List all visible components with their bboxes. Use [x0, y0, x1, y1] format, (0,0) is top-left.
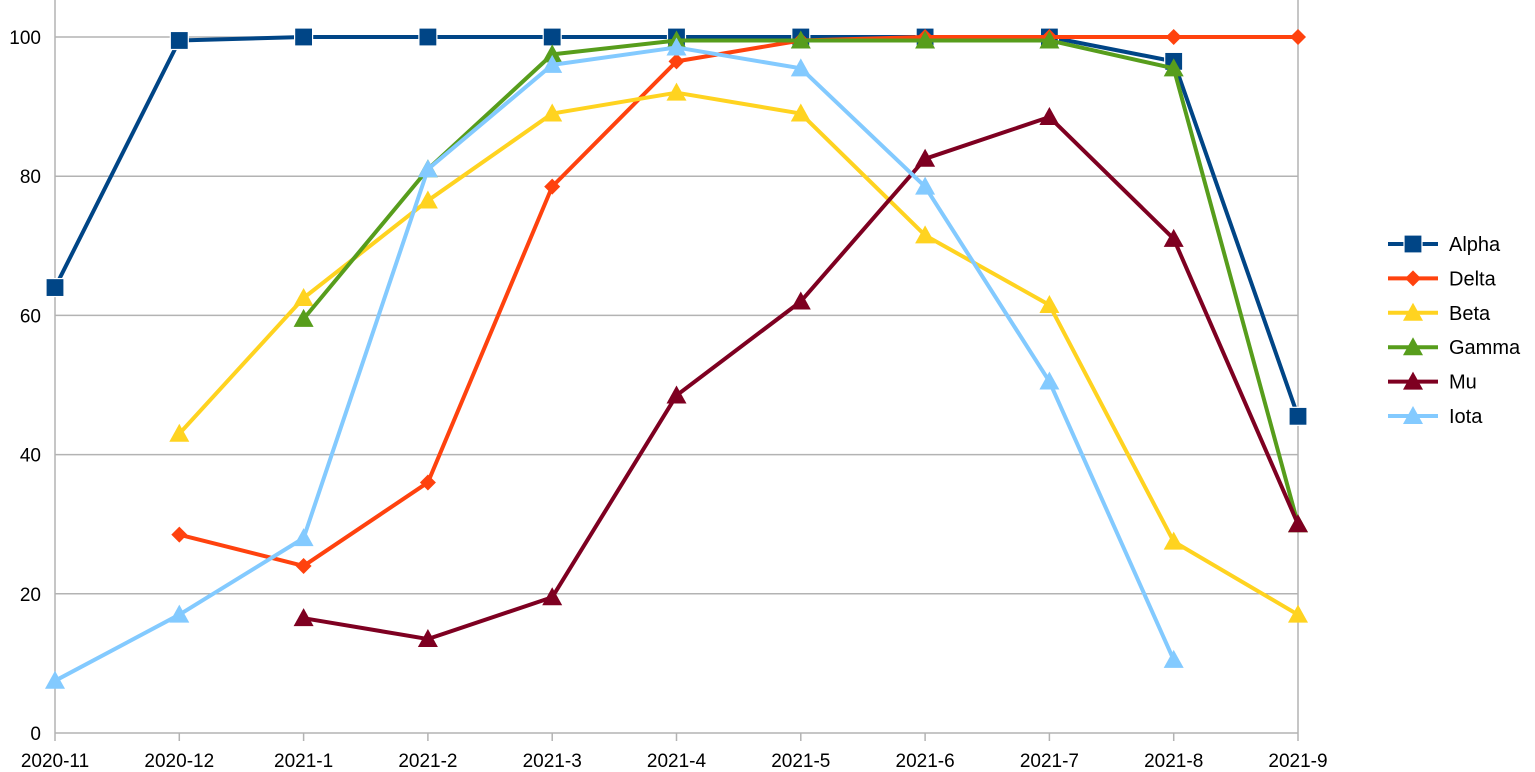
- data-point-beta: [542, 103, 563, 122]
- data-point-mu: [293, 608, 314, 627]
- data-point-delta: [295, 557, 312, 574]
- series-group: [45, 27, 1308, 689]
- x-tick-label: 2021-5: [771, 751, 830, 772]
- data-point-gamma: [1163, 58, 1184, 77]
- data-point-mu: [417, 629, 438, 648]
- x-tick-label: 2021-3: [523, 751, 582, 772]
- data-point-beta: [1288, 604, 1308, 623]
- legend-swatch-marker: [1403, 234, 1423, 254]
- legend: Alpha Delta Beta Gamma Mu Iota: [1388, 234, 1521, 428]
- data-point-delta: [1165, 29, 1182, 45]
- legend-swatch-marker: [1403, 406, 1423, 424]
- y-tick-label: 60: [20, 306, 41, 327]
- axes: 0 20 40 60 80 100 2020-11 2020-12 2021-1 2021-2 20…: [9, 0, 1328, 772]
- series-iota: [45, 37, 1184, 689]
- data-point-mu: [1288, 514, 1308, 533]
- series-mu: [293, 107, 1308, 648]
- series-line-beta: [177, 90, 1300, 617]
- data-point-alpha: [45, 277, 65, 298]
- legend-item-beta: Beta: [1388, 302, 1491, 325]
- series-gamma: [293, 30, 1308, 533]
- x-tick-label: 2021-7: [1020, 751, 1079, 772]
- legend-label: Mu: [1449, 372, 1477, 394]
- gridlines: [55, 36, 1298, 595]
- data-point-alpha: [169, 30, 189, 51]
- y-tick-label: 100: [9, 28, 41, 49]
- data-point-beta: [1039, 294, 1060, 313]
- legend-label: Iota: [1449, 406, 1483, 428]
- series-line-iota: [54, 45, 1176, 683]
- legend-item-alpha: Alpha: [1388, 234, 1501, 256]
- x-tick-label: 2021-9: [1268, 751, 1327, 772]
- data-point-beta: [293, 288, 314, 306]
- x-tick-label: 2021-2: [398, 751, 457, 772]
- data-point-gamma: [1039, 30, 1060, 49]
- x-tick-label: 2020-12: [144, 751, 214, 772]
- data-point-beta: [169, 423, 190, 442]
- data-point-alpha: [294, 27, 314, 47]
- data-point-mu: [1039, 107, 1060, 126]
- data-point-beta: [915, 225, 936, 244]
- y-tick-label: 80: [20, 167, 41, 188]
- legend-swatch-marker: [1403, 302, 1423, 321]
- data-point-beta: [417, 190, 438, 209]
- legend-swatch-marker: [1403, 371, 1423, 390]
- data-point-iota: [45, 670, 65, 689]
- legend-swatch-marker: [1405, 270, 1421, 287]
- legend-label: Gamma: [1449, 337, 1521, 359]
- x-tick-label: 2021-6: [896, 751, 955, 772]
- data-point-iota: [169, 604, 190, 623]
- data-point-iota: [542, 54, 563, 73]
- data-point-alpha: [542, 27, 562, 47]
- data-point-iota: [293, 528, 314, 547]
- data-point-mu: [1163, 228, 1184, 247]
- data-point-delta: [171, 526, 188, 543]
- data-point-mu: [915, 148, 936, 167]
- data-point-mu: [790, 291, 811, 310]
- series-beta: [169, 82, 1308, 623]
- legend-label: Alpha: [1449, 234, 1501, 256]
- y-tick-label: 20: [20, 585, 41, 606]
- data-point-delta: [1290, 29, 1306, 45]
- legend-item-delta: Delta: [1388, 268, 1497, 290]
- x-tick-label: 2021-8: [1144, 751, 1203, 772]
- data-point-gamma: [790, 30, 811, 49]
- data-point-iota: [1163, 649, 1184, 668]
- data-point-iota: [1039, 371, 1060, 390]
- legend-label: Delta: [1449, 268, 1497, 290]
- legend-item-mu: Mu: [1388, 371, 1477, 394]
- data-point-gamma: [293, 308, 314, 327]
- data-point-iota: [666, 37, 687, 56]
- data-point-beta: [790, 103, 811, 122]
- x-tick-label: 2021-4: [647, 751, 707, 772]
- data-point-iota: [915, 176, 936, 195]
- legend-item-iota: Iota: [1388, 406, 1483, 428]
- legend-label: Beta: [1449, 303, 1491, 325]
- data-point-iota: [790, 58, 811, 77]
- data-point-delta: [668, 53, 685, 70]
- series-delta: [171, 29, 1306, 574]
- y-tick-label: 40: [20, 446, 41, 467]
- legend-item-gamma: Gamma: [1388, 337, 1521, 359]
- data-point-gamma: [542, 44, 563, 63]
- data-point-mu: [542, 587, 563, 606]
- x-tick-label: 2020-11: [21, 751, 89, 772]
- series-line-delta: [178, 35, 1298, 568]
- legend-swatch-marker: [1403, 337, 1423, 356]
- data-point-beta: [666, 82, 687, 101]
- data-point-delta: [419, 474, 436, 491]
- data-point-iota: [417, 159, 438, 178]
- data-point-alpha: [418, 27, 438, 47]
- data-point-mu: [666, 385, 687, 404]
- data-point-delta: [544, 178, 561, 195]
- y-tick-label: 0: [30, 724, 41, 745]
- data-point-beta: [1163, 531, 1184, 550]
- x-tick-label: 2021-1: [274, 751, 333, 772]
- series-line-mu: [303, 115, 1300, 642]
- data-point-gamma: [915, 30, 936, 49]
- data-point-alpha: [1288, 406, 1308, 426]
